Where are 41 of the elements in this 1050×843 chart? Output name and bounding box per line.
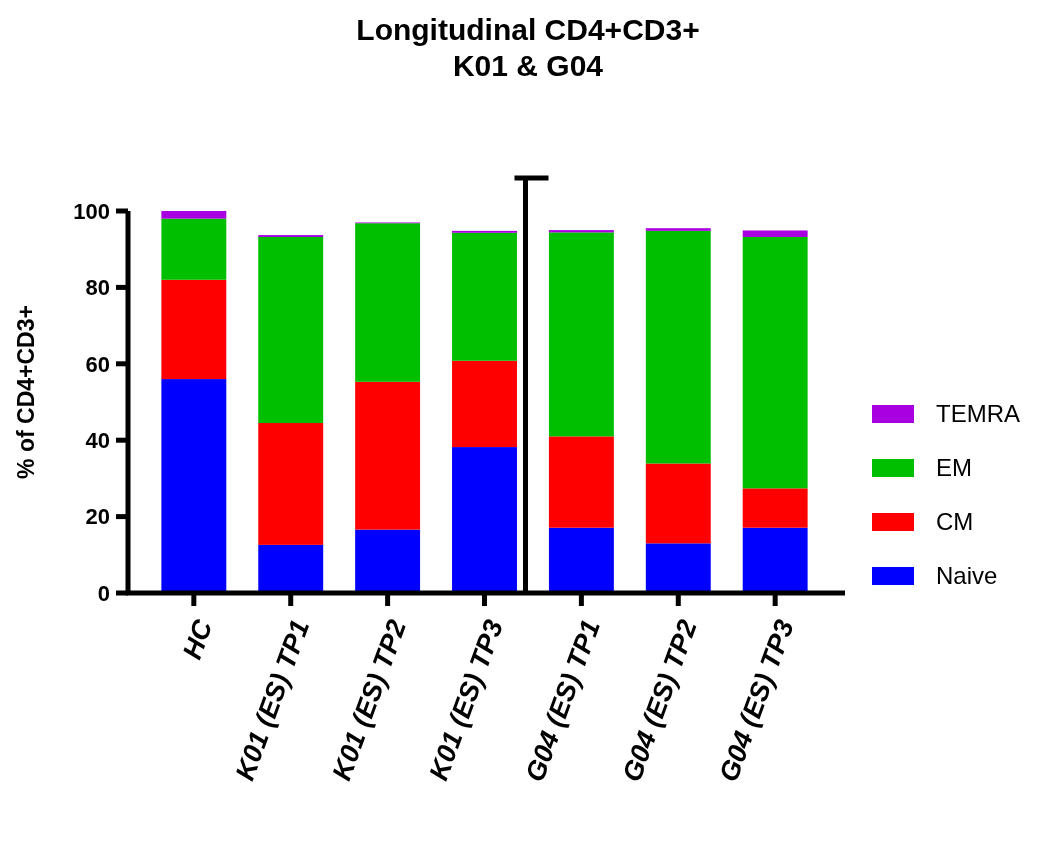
bar (161, 211, 227, 219)
bar (548, 527, 614, 593)
chart-title: Longitudinal CD4+CD3+ K01 & G04 (356, 13, 700, 82)
legend-label: EM (936, 454, 972, 482)
bar (742, 236, 808, 489)
legend-label: TEMRA (936, 400, 1020, 428)
y-tick-label: 0 (97, 580, 110, 606)
bar (645, 228, 711, 231)
x-tick-label: K01 (ES) TP2 (326, 616, 413, 785)
bar (258, 236, 324, 424)
y-tick-label: 100 (73, 198, 110, 224)
y-tick-label: 80 (85, 275, 110, 301)
y-axis-title: % of CD4+CD3+ (13, 305, 39, 479)
bar (548, 436, 614, 528)
bar (161, 379, 227, 593)
legend-label: Naive (936, 562, 998, 590)
x-tick-label: HC (176, 615, 219, 663)
bar (258, 423, 324, 545)
bar (258, 544, 324, 593)
x-tick-label: G04 (ES) TP1 (519, 616, 606, 786)
bar (452, 360, 517, 448)
bar (452, 232, 517, 361)
x-tick-label: G04 (ES) TP3 (713, 616, 800, 786)
bar (161, 279, 227, 380)
legend-label: CM (936, 508, 974, 536)
bar (645, 230, 711, 464)
bar (355, 381, 421, 530)
bar (742, 527, 808, 593)
bar (355, 529, 421, 593)
x-tick-label: G04 (ES) TP2 (616, 616, 703, 786)
bar (355, 223, 421, 382)
bar (742, 488, 808, 528)
bar (645, 543, 711, 593)
y-tick-label: 40 (85, 427, 110, 453)
y-tick-label: 20 (85, 504, 110, 530)
bar (161, 218, 227, 280)
x-tick-label: K01 (ES) TP3 (423, 616, 510, 785)
bar (742, 230, 808, 237)
x-tick-label: K01 (ES) TP1 (229, 616, 316, 785)
bar (645, 463, 711, 544)
y-tick-label: 60 (85, 351, 110, 377)
